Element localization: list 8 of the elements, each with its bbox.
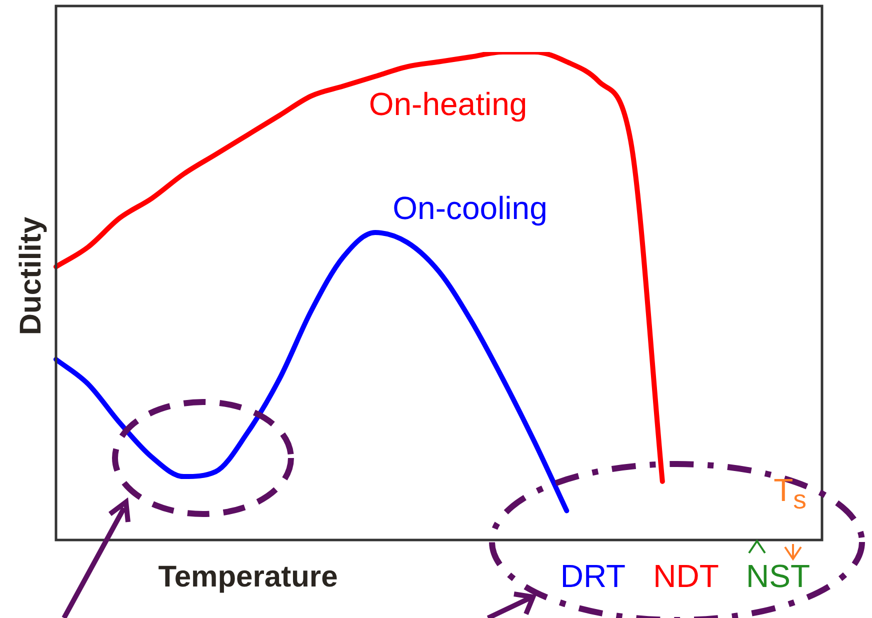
- text: NDT: [653, 558, 719, 594]
- x-axis-title: Temperature: [158, 560, 338, 594]
- text: DRT: [560, 558, 626, 594]
- series-label: On-cooling: [392, 190, 548, 226]
- text: NST: [746, 558, 810, 594]
- y-axis-title: Ductility: [14, 216, 48, 336]
- series-label: On-heating: [368, 86, 528, 122]
- annotation: T$_{s}$: [774, 472, 806, 516]
